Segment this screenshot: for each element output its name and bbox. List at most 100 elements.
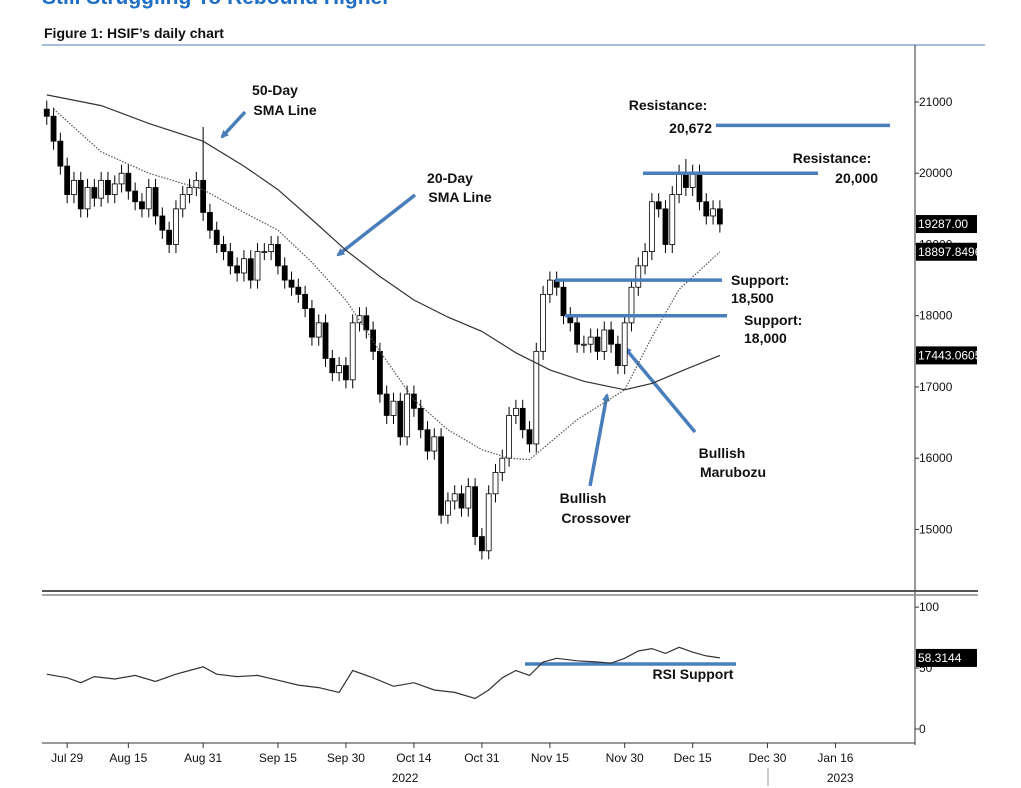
candle-body	[431, 436, 438, 452]
rsi-line	[46, 646, 720, 700]
y-tick-label: 16000	[919, 451, 953, 465]
candle-body	[716, 208, 723, 225]
sma-value-tag-box	[916, 346, 977, 365]
level-label: Resistance:	[629, 97, 708, 113]
candle-body	[642, 251, 648, 267]
candle-body	[465, 486, 472, 509]
rsi-value-tag-box	[916, 648, 977, 667]
candle-body	[519, 407, 526, 431]
x-tick-label: Aug 31	[184, 751, 222, 765]
candle-body	[71, 179, 77, 196]
candle-body	[261, 251, 268, 254]
sma-line	[53, 108, 721, 461]
candle-body	[336, 365, 343, 374]
candle-body	[499, 457, 506, 473]
candle-body	[186, 187, 193, 196]
candle-body	[472, 486, 479, 537]
x-tick-label: Oct 31	[464, 751, 500, 765]
candle-body	[594, 336, 601, 352]
candle-body	[349, 322, 356, 381]
candle-body	[84, 187, 91, 210]
level-label: Support:	[731, 272, 789, 288]
candle-body	[139, 201, 145, 210]
candle-body	[234, 265, 241, 274]
close-value-tag-box	[916, 215, 977, 234]
x-tick-label: Jul 29	[51, 751, 83, 765]
candle-body	[676, 172, 682, 196]
candle-body	[275, 244, 281, 267]
arrow	[220, 110, 247, 139]
candle-body	[152, 187, 159, 217]
x-tick-label: Sep 30	[327, 751, 365, 765]
arrow	[623, 346, 697, 434]
candle-body	[451, 493, 458, 502]
candle-body	[478, 536, 485, 552]
x-tick-label: Nov 15	[531, 751, 569, 765]
candle-body	[614, 343, 621, 366]
candle-body	[492, 472, 499, 495]
candle-body	[580, 343, 587, 346]
candle-body	[533, 350, 540, 445]
annotation: Crossover	[561, 510, 631, 526]
candle-body	[540, 293, 546, 352]
candle-body	[247, 258, 254, 281]
candle-body	[526, 429, 533, 445]
candle-body	[200, 179, 207, 213]
candle-body	[669, 194, 676, 245]
arrow	[588, 393, 610, 487]
candle-body	[43, 108, 50, 117]
candle-body	[390, 400, 397, 416]
candle-body	[118, 172, 125, 185]
level-label: Support:	[744, 312, 802, 328]
sma-value-tag: 17443.0605	[918, 348, 982, 362]
candle-body	[193, 179, 200, 188]
sma-value-tag: 18897.8496	[918, 245, 982, 259]
candle-body	[77, 179, 84, 210]
candle-body	[125, 172, 132, 192]
candle-body	[628, 286, 635, 324]
annotation: 50-Day	[252, 82, 298, 98]
annotation: Marubozu	[700, 464, 766, 480]
candle-body	[57, 140, 64, 167]
sma-line	[46, 94, 721, 391]
candle-body	[322, 322, 329, 359]
candle-body	[648, 201, 655, 253]
level-value: 20,000	[835, 170, 878, 186]
candle-body	[132, 190, 139, 203]
candle-body	[220, 244, 227, 253]
y-tick-label: 20000	[919, 166, 953, 180]
candle-body	[662, 208, 669, 245]
year-label: 2023	[827, 771, 854, 785]
x-tick-label: Dec 15	[674, 751, 712, 765]
candle-body	[377, 350, 383, 395]
candle-body	[682, 172, 689, 188]
candle-body	[241, 258, 247, 274]
candle-body	[166, 229, 173, 245]
candle-body	[64, 165, 71, 196]
x-tick-label: Jan 16	[817, 751, 853, 765]
candle-body	[159, 215, 166, 231]
candle-body	[546, 279, 553, 295]
arrow	[336, 193, 417, 257]
candle-body	[254, 251, 261, 281]
y-tick-label: 0	[919, 722, 926, 736]
close-value-tag: 19287.00	[918, 217, 968, 231]
candle-body	[458, 493, 465, 509]
level-label: Resistance:	[793, 150, 872, 166]
y-tick-label: 100	[919, 600, 939, 614]
candle-body	[268, 244, 275, 253]
annotation: RSI Support	[653, 666, 734, 682]
candle-body	[485, 493, 492, 552]
rsi-value-tag: 58.3144	[918, 651, 962, 665]
candle-body	[608, 329, 614, 345]
candle-body	[105, 179, 111, 196]
candle-body	[621, 322, 628, 366]
candle-body	[145, 187, 152, 210]
candle-body	[173, 208, 179, 245]
level-value: 18,500	[731, 290, 774, 306]
candle-body	[635, 265, 642, 288]
page-title: Still Struggling To Rebound Higher	[42, 0, 390, 9]
x-tick-label: Oct 14	[396, 751, 432, 765]
candle-body	[587, 336, 594, 345]
candle-body	[703, 201, 710, 217]
